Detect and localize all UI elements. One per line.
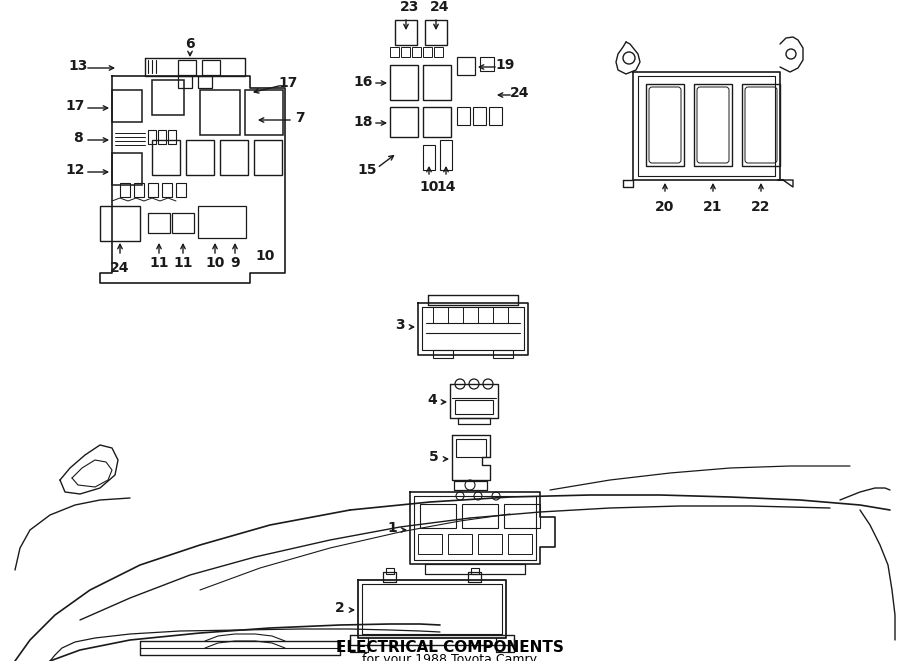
Text: 8: 8 [73, 131, 83, 145]
Text: 11: 11 [173, 256, 193, 270]
Bar [504, 504, 540, 528]
Bar [254, 140, 282, 175]
Bar [489, 107, 502, 125]
Text: 6: 6 [185, 37, 194, 51]
Text: 14: 14 [436, 180, 455, 194]
Text: 23: 23 [400, 0, 419, 14]
Bar [455, 400, 493, 414]
Bar [178, 60, 196, 75]
Bar [478, 534, 502, 554]
Bar [148, 183, 158, 197]
Text: 20: 20 [655, 200, 675, 214]
Text: 10: 10 [419, 180, 438, 194]
Bar [172, 213, 194, 233]
Text: 12: 12 [65, 163, 85, 177]
Bar [202, 60, 220, 75]
Text: 24: 24 [110, 261, 130, 275]
Text: 24: 24 [510, 86, 530, 100]
Bar [423, 47, 432, 57]
Bar [390, 47, 399, 57]
Bar [386, 568, 394, 574]
Bar [493, 350, 513, 358]
Text: 18: 18 [353, 115, 373, 129]
Text: 11: 11 [149, 256, 169, 270]
Bar [168, 130, 176, 144]
Bar [152, 140, 180, 175]
Text: 22: 22 [752, 200, 770, 214]
Text: 1: 1 [387, 521, 397, 535]
Bar [412, 47, 421, 57]
Bar [158, 130, 166, 144]
Bar [395, 20, 417, 45]
Bar [112, 153, 142, 185]
Bar [120, 183, 130, 197]
Text: 15: 15 [357, 163, 377, 177]
Bar [162, 183, 172, 197]
Bar [423, 107, 451, 137]
Bar [462, 504, 498, 528]
Bar [390, 65, 418, 100]
Bar [646, 84, 684, 166]
Text: 9: 9 [230, 256, 239, 270]
Bar [471, 568, 479, 574]
Bar [186, 140, 214, 175]
Text: for your 1988 Toyota Camry: for your 1988 Toyota Camry [363, 652, 537, 661]
Bar [152, 80, 184, 115]
Bar [112, 90, 142, 122]
Bar [134, 183, 144, 197]
Bar [425, 20, 447, 45]
Bar [176, 183, 186, 197]
Text: ELECTRICAL COMPONENTS: ELECTRICAL COMPONENTS [336, 641, 564, 656]
Bar [473, 107, 486, 125]
Text: 21: 21 [703, 200, 723, 214]
Text: 17: 17 [278, 76, 298, 90]
Bar [423, 65, 451, 100]
Bar [457, 107, 470, 125]
Bar [200, 90, 240, 135]
Bar [178, 76, 192, 88]
Bar [440, 140, 452, 170]
Bar [390, 107, 418, 137]
Text: 3: 3 [395, 318, 405, 332]
Bar [198, 206, 246, 238]
Bar [457, 57, 475, 75]
Bar [694, 84, 732, 166]
Bar [423, 145, 435, 170]
Text: 17: 17 [66, 99, 85, 113]
Text: 10: 10 [205, 256, 225, 270]
Bar [448, 534, 472, 554]
Bar [418, 534, 442, 554]
Text: 7: 7 [295, 111, 305, 125]
Bar [742, 84, 780, 166]
Bar [456, 439, 486, 457]
Bar [433, 350, 453, 358]
Text: 2: 2 [335, 601, 345, 615]
Text: 24: 24 [430, 0, 450, 14]
Text: 13: 13 [68, 59, 87, 73]
Bar [220, 140, 248, 175]
Bar [480, 57, 494, 71]
Bar [148, 213, 170, 233]
Bar [100, 206, 140, 241]
Text: 16: 16 [354, 75, 373, 89]
Text: 19: 19 [495, 58, 515, 72]
Bar [434, 47, 443, 57]
Text: 10: 10 [256, 249, 274, 263]
Bar [420, 504, 456, 528]
Bar [198, 76, 212, 88]
Bar [508, 534, 532, 554]
Text: 5: 5 [429, 450, 439, 464]
Bar [148, 130, 156, 144]
Bar [401, 47, 410, 57]
Text: 4: 4 [428, 393, 436, 407]
Bar [245, 90, 283, 135]
